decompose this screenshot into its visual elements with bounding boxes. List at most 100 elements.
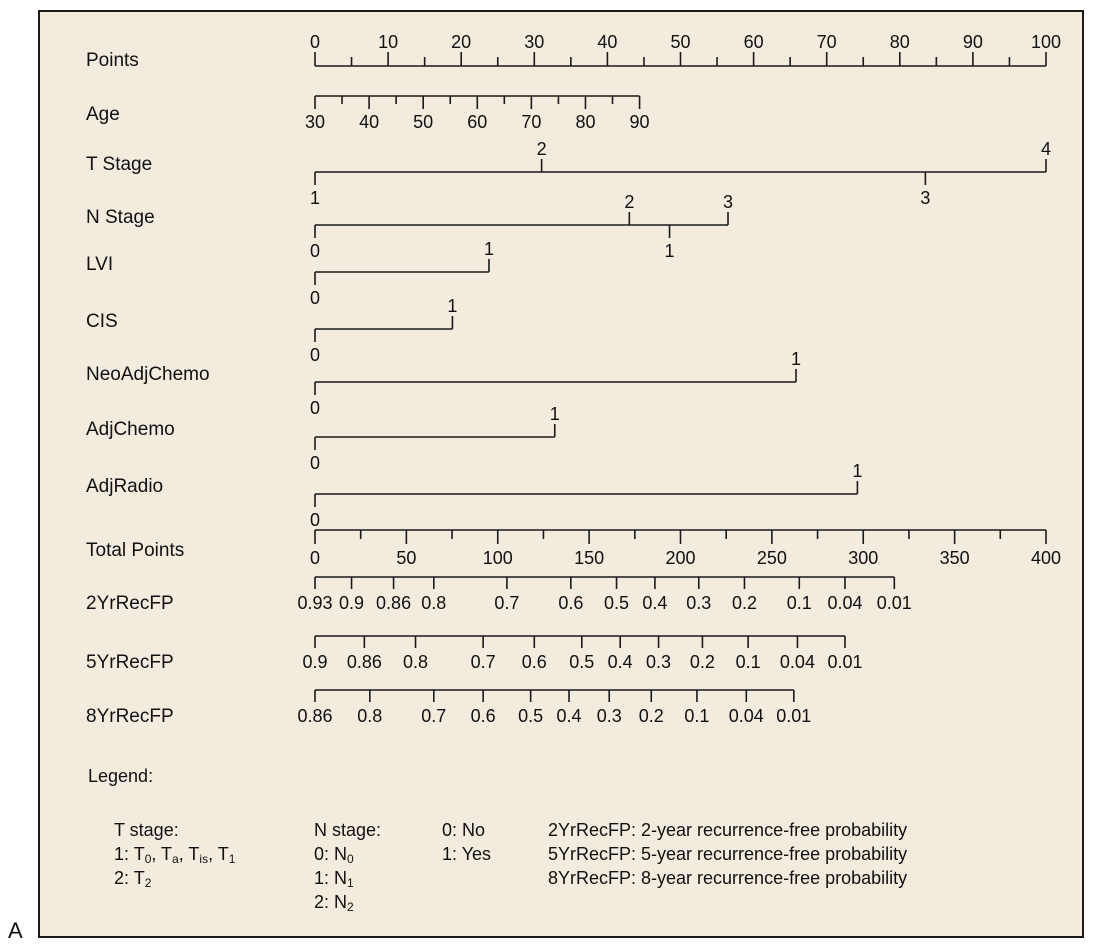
legend-t-stage-title: T stage:: [114, 820, 179, 840]
total-points-tick-label: 300: [848, 548, 878, 568]
adjradio-tick-label: 0: [310, 510, 320, 530]
cis-tick-label: 0: [310, 345, 320, 365]
8yrrecfp-tick-label: 0.1: [684, 706, 709, 726]
8yrrecfp-tick-label: 0.3: [597, 706, 622, 726]
total-points-tick-label: 400: [1031, 548, 1061, 568]
legend-probabilities: 2YrRecFP: 2-year recurrence-free probabi…: [548, 818, 907, 890]
lvi-tick-label: 0: [310, 288, 320, 308]
n-stage-tick-label: 1: [665, 241, 675, 261]
row-label-n-stage: N Stage: [86, 207, 155, 228]
age-tick-label: 50: [413, 112, 433, 132]
5yrrecfp-tick-label: 0.2: [690, 652, 715, 672]
legend-n-stage-item0: 0: N0: [314, 844, 354, 866]
age-tick-label: 40: [359, 112, 379, 132]
legend-n-stage-title: N stage:: [314, 820, 382, 840]
neoadjchemo-tick-label: 0: [310, 398, 320, 418]
row-label-lvi: LVI: [86, 254, 113, 275]
5yrrecfp-tick-label: 0.6: [522, 652, 547, 672]
row-label-t-stage: T Stage: [86, 154, 152, 175]
2yrrecfp-tick-label: 0.86: [376, 593, 411, 613]
total-points-tick-label: 0: [310, 548, 320, 568]
legend-prob-2yr: 2YrRecFP: 2-year recurrence-free probabi…: [548, 820, 908, 840]
8yrrecfp-tick-label: 0.7: [421, 706, 446, 726]
total-points-tick-label: 350: [940, 548, 970, 568]
row-label-adjradio: AdjRadio: [86, 476, 163, 497]
adjradio-tick-label: 1: [852, 461, 862, 481]
8yrrecfp-tick-label: 0.4: [557, 706, 582, 726]
legend-binary: 0: No 1: Yes: [442, 818, 491, 866]
age-tick-label: 60: [467, 112, 487, 132]
legend-t-stage: T stage: 1: T0, Ta, Tis, T1 2: T2: [114, 818, 235, 890]
points-tick-label: 70: [817, 32, 837, 52]
2yrrecfp-tick-label: 0.3: [686, 593, 711, 613]
legend-n-stage-item2: 2: N2: [314, 892, 354, 914]
points-tick-label: 40: [597, 32, 617, 52]
2yrrecfp-tick-label: 0.8: [421, 593, 446, 613]
legend-t-stage-item2: 2: T2: [114, 868, 152, 890]
t-stage-tick-label: 3: [920, 188, 930, 208]
neoadjchemo-tick-label: 1: [791, 349, 801, 369]
points-tick-label: 0: [310, 32, 320, 52]
adjchemo-tick-label: 0: [310, 453, 320, 473]
total-points-tick-label: 100: [483, 548, 513, 568]
2yrrecfp-tick-label: 0.04: [827, 593, 862, 613]
5yrrecfp-tick-label: 0.3: [646, 652, 671, 672]
n-stage-tick-label: 0: [310, 241, 320, 261]
points-tick-label: 60: [744, 32, 764, 52]
points-tick-label: 50: [670, 32, 690, 52]
total-points-tick-label: 50: [396, 548, 416, 568]
legend-heading: Legend:: [88, 766, 154, 786]
total-points-tick-label: 200: [665, 548, 695, 568]
cis-tick-label: 1: [447, 296, 457, 316]
age-tick-label: 90: [630, 112, 650, 132]
5yrrecfp-tick-label: 0.7: [471, 652, 496, 672]
row-label-5yrrecfp: 5YrRecFP: [86, 652, 174, 673]
row-label-2yrrecfp: 2YrRecFP: [86, 593, 174, 614]
n-stage-tick-label: 2: [624, 192, 634, 212]
8yrrecfp-tick-label: 0.5: [518, 706, 543, 726]
2yrrecfp-tick-label: 0.2: [732, 593, 757, 613]
2yrrecfp-tick-label: 0.7: [494, 593, 519, 613]
age-tick-label: 70: [521, 112, 541, 132]
points-tick-label: 80: [890, 32, 910, 52]
legend-t-stage-item1: 1: T0, Ta, Tis, T1: [114, 844, 236, 866]
row-label-8yrrecfp: 8YrRecFP: [86, 706, 174, 727]
row-label-age: Age: [86, 104, 120, 125]
t-stage-tick-label: 1: [310, 188, 320, 208]
2yrrecfp-tick-label: 0.93: [297, 593, 332, 613]
points-tick-label: 90: [963, 32, 983, 52]
nomogram-frame: Points 0 10 20 30 40 50 60 70 80 90 100 Age 30 40 50 60 7…: [38, 10, 1084, 938]
row-label-total-points: Total Points: [86, 540, 184, 561]
2yrrecfp-tick-label: 0.4: [642, 593, 667, 613]
legend-binary-yes: 1: Yes: [442, 844, 492, 864]
5yrrecfp-tick-label: 0.86: [347, 652, 382, 672]
5yrrecfp-tick-label: 0.9: [302, 652, 327, 672]
legend-n-stage-item1: 1: N1: [314, 868, 354, 890]
adjchemo-tick-label: 1: [550, 404, 560, 424]
legend-prob-5yr: 5YrRecFP: 5-year recurrence-free probabi…: [548, 844, 908, 864]
total-points-tick-label: 250: [757, 548, 787, 568]
2yrrecfp-tick-label: 0.1: [787, 593, 812, 613]
2yrrecfp-tick-label: 0.01: [877, 593, 912, 613]
row-label-neoadjchemo: NeoAdjChemo: [86, 364, 210, 385]
n-stage-tick-label: 3: [723, 192, 733, 212]
legend-binary-no: 0: No: [442, 820, 486, 840]
8yrrecfp-tick-label: 0.8: [357, 706, 382, 726]
row-label-adjchemo: AdjChemo: [86, 419, 175, 440]
legend-prob-8yr: 8YrRecFP: 8-year recurrence-free probabi…: [548, 868, 908, 888]
total-points-tick-label: 150: [574, 548, 604, 568]
5yrrecfp-tick-label: 0.01: [827, 652, 862, 672]
age-tick-label: 80: [575, 112, 595, 132]
2yrrecfp-tick-label: 0.5: [604, 593, 629, 613]
t-stage-tick-label: 2: [537, 139, 547, 159]
row-label-points: Points: [86, 50, 139, 71]
t-stage-tick-label: 4: [1041, 139, 1051, 159]
lvi-tick-label: 1: [484, 239, 494, 259]
age-tick-label: 30: [305, 112, 325, 132]
2yrrecfp-tick-label: 0.6: [558, 593, 583, 613]
8yrrecfp-tick-label: 0.04: [729, 706, 764, 726]
2yrrecfp-tick-label: 0.9: [339, 593, 364, 613]
legend-n-stage: N stage: 0: N0 1: N1 2: N2: [314, 818, 381, 914]
8yrrecfp-tick-label: 0.2: [639, 706, 664, 726]
